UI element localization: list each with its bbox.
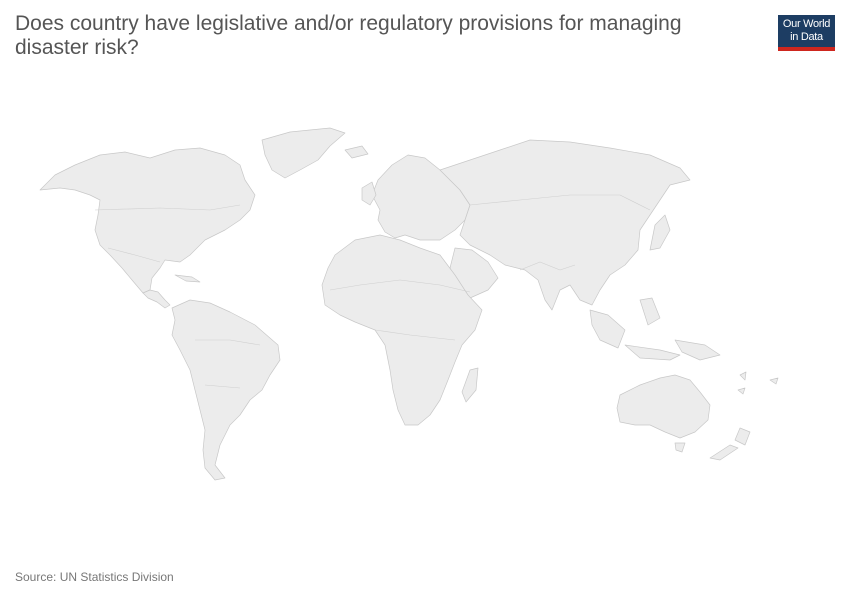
border-russia-south xyxy=(469,194,651,211)
border-usa-mexico xyxy=(107,247,161,263)
region-caribbean[interactable] xyxy=(174,274,201,283)
region-new-zealand[interactable] xyxy=(709,427,751,461)
border-africa-mid xyxy=(374,329,456,341)
world-map[interactable] xyxy=(0,120,850,490)
chart-title: Does country have legislative and/or reg… xyxy=(15,12,682,59)
border-south-america xyxy=(195,339,261,389)
region-british-isles[interactable] xyxy=(361,181,377,206)
region-maritime-southeast-asia[interactable] xyxy=(589,297,721,361)
region-pacific-islands[interactable] xyxy=(737,371,779,395)
region-tasmania[interactable] xyxy=(674,442,686,453)
region-japan[interactable] xyxy=(649,214,671,251)
region-central-america[interactable] xyxy=(142,289,171,309)
source-note: Source: UN Statistics Division xyxy=(15,570,174,584)
region-madagascar[interactable] xyxy=(461,367,479,403)
region-south-america[interactable] xyxy=(171,299,281,481)
region-north-america[interactable] xyxy=(39,147,256,294)
logo-line-1: Our World xyxy=(782,18,831,30)
region-iceland[interactable] xyxy=(344,145,369,159)
region-greenland[interactable] xyxy=(261,127,346,179)
region-australia[interactable] xyxy=(616,374,711,439)
logo-line-2: in Data xyxy=(790,31,823,43)
border-africa-north xyxy=(329,279,471,293)
region-africa[interactable] xyxy=(321,234,483,426)
border-canada-usa xyxy=(94,204,241,211)
owid-logo[interactable]: Our World in Data xyxy=(778,15,835,51)
region-asia[interactable] xyxy=(439,139,691,311)
border-india xyxy=(519,261,576,271)
